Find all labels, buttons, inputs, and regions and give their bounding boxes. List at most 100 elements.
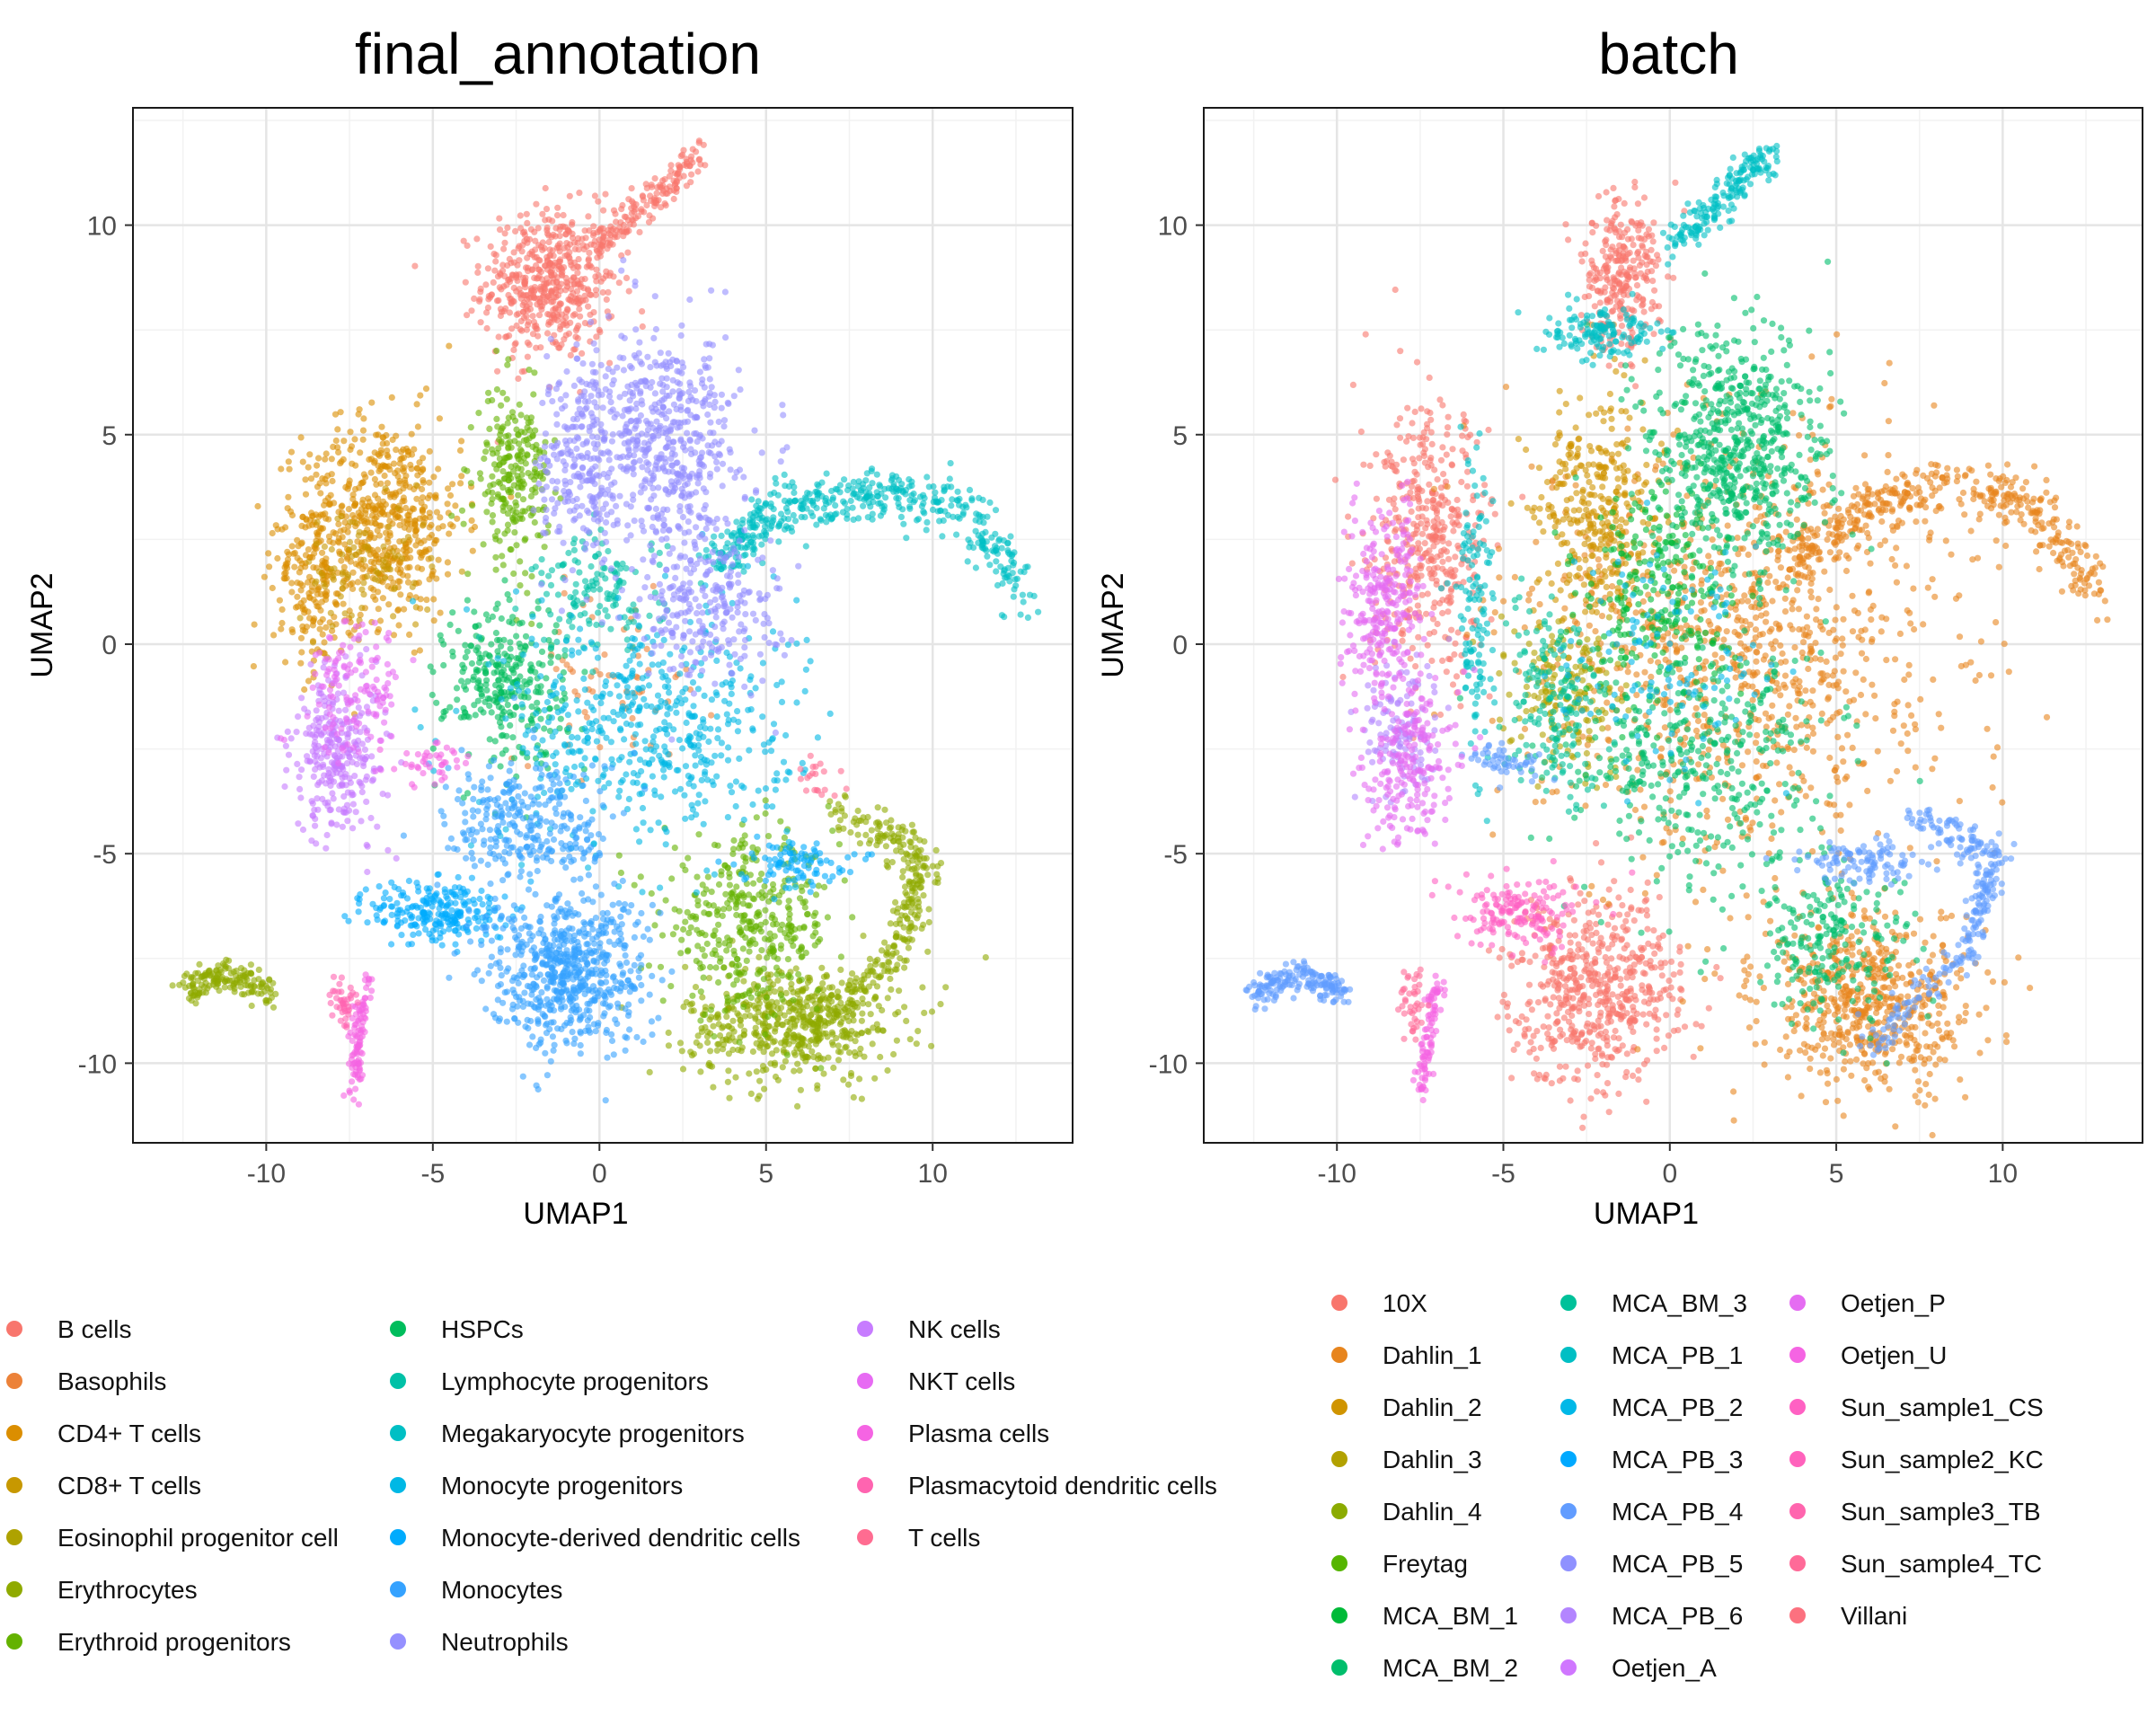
data-point <box>378 423 385 430</box>
data-point <box>371 576 379 583</box>
data-point <box>649 582 657 590</box>
data-point <box>754 846 762 854</box>
data-point <box>501 239 508 246</box>
data-point <box>775 892 783 899</box>
data-point <box>732 802 739 810</box>
data-point <box>762 907 769 914</box>
data-point <box>446 342 453 349</box>
data-point <box>614 594 622 602</box>
data-point <box>701 909 708 916</box>
data-point <box>475 410 482 417</box>
data-point <box>507 645 514 652</box>
data-point <box>532 427 539 434</box>
data-point <box>813 852 820 859</box>
data-point <box>543 206 551 213</box>
data-point <box>523 235 531 243</box>
data-point <box>531 518 538 526</box>
data-point <box>486 425 493 432</box>
data-point <box>672 170 679 177</box>
data-point <box>332 437 340 445</box>
data-point <box>767 748 775 755</box>
data-point <box>708 712 715 719</box>
data-point <box>679 745 686 752</box>
data-point <box>817 1065 825 1072</box>
data-point <box>574 270 581 277</box>
data-point <box>474 697 482 704</box>
data-point <box>545 238 552 246</box>
data-point <box>813 840 820 847</box>
data-point <box>552 622 560 629</box>
data-point <box>763 802 771 810</box>
data-point <box>811 942 818 949</box>
data-point <box>596 252 605 260</box>
data-point <box>678 936 685 943</box>
data-point <box>743 957 750 964</box>
data-point <box>793 1017 800 1024</box>
data-point <box>740 816 747 824</box>
data-point <box>713 773 720 780</box>
data-point <box>884 995 891 1002</box>
data-point <box>883 819 890 827</box>
data-point <box>825 1054 832 1061</box>
data-point <box>490 450 497 457</box>
data-point <box>419 485 426 493</box>
data-point <box>581 709 588 716</box>
data-point <box>697 988 704 995</box>
data-point <box>500 458 508 465</box>
data-point <box>414 904 421 911</box>
data-point <box>305 677 313 685</box>
data-point <box>509 271 517 279</box>
data-point <box>809 512 817 520</box>
data-point <box>412 621 420 628</box>
data-point <box>746 948 753 955</box>
data-point <box>707 963 714 971</box>
data-point <box>578 762 585 769</box>
data-point <box>504 526 511 535</box>
data-point <box>688 1007 695 1014</box>
data-point <box>774 862 782 869</box>
data-point <box>777 942 785 949</box>
data-point <box>755 515 763 522</box>
data-point <box>676 1039 685 1047</box>
data-point <box>699 994 706 1001</box>
data-point <box>688 1000 696 1007</box>
data-point <box>937 1001 944 1008</box>
data-point <box>673 709 680 716</box>
data-point <box>667 983 675 990</box>
data-point <box>299 606 306 613</box>
data-point <box>755 953 763 960</box>
data-point <box>661 572 669 579</box>
data-point <box>327 565 334 573</box>
data-point <box>330 443 337 450</box>
data-point <box>688 814 695 821</box>
data-point <box>729 1025 736 1032</box>
data-point <box>890 942 897 949</box>
data-point <box>1007 533 1014 540</box>
data-point <box>429 937 436 944</box>
data-point <box>913 1040 920 1048</box>
data-point <box>754 833 761 840</box>
data-point <box>280 575 287 582</box>
data-point <box>773 1047 780 1054</box>
data-point <box>892 920 900 928</box>
data-point <box>785 877 792 884</box>
data-point <box>826 995 833 1003</box>
data-point <box>399 498 406 505</box>
data-point <box>666 689 673 696</box>
data-point <box>979 530 986 537</box>
data-point <box>490 279 497 286</box>
data-point <box>1010 593 1017 600</box>
data-point <box>586 720 593 727</box>
data-point <box>469 547 476 554</box>
data-point <box>750 927 757 934</box>
data-point <box>468 517 475 525</box>
data-point <box>638 206 645 213</box>
data-point <box>347 429 354 436</box>
data-point <box>528 635 535 642</box>
data-point <box>528 287 535 294</box>
data-point <box>527 414 535 421</box>
data-point <box>261 573 268 580</box>
data-point <box>826 798 834 805</box>
data-point <box>692 762 699 769</box>
data-point <box>403 544 411 552</box>
